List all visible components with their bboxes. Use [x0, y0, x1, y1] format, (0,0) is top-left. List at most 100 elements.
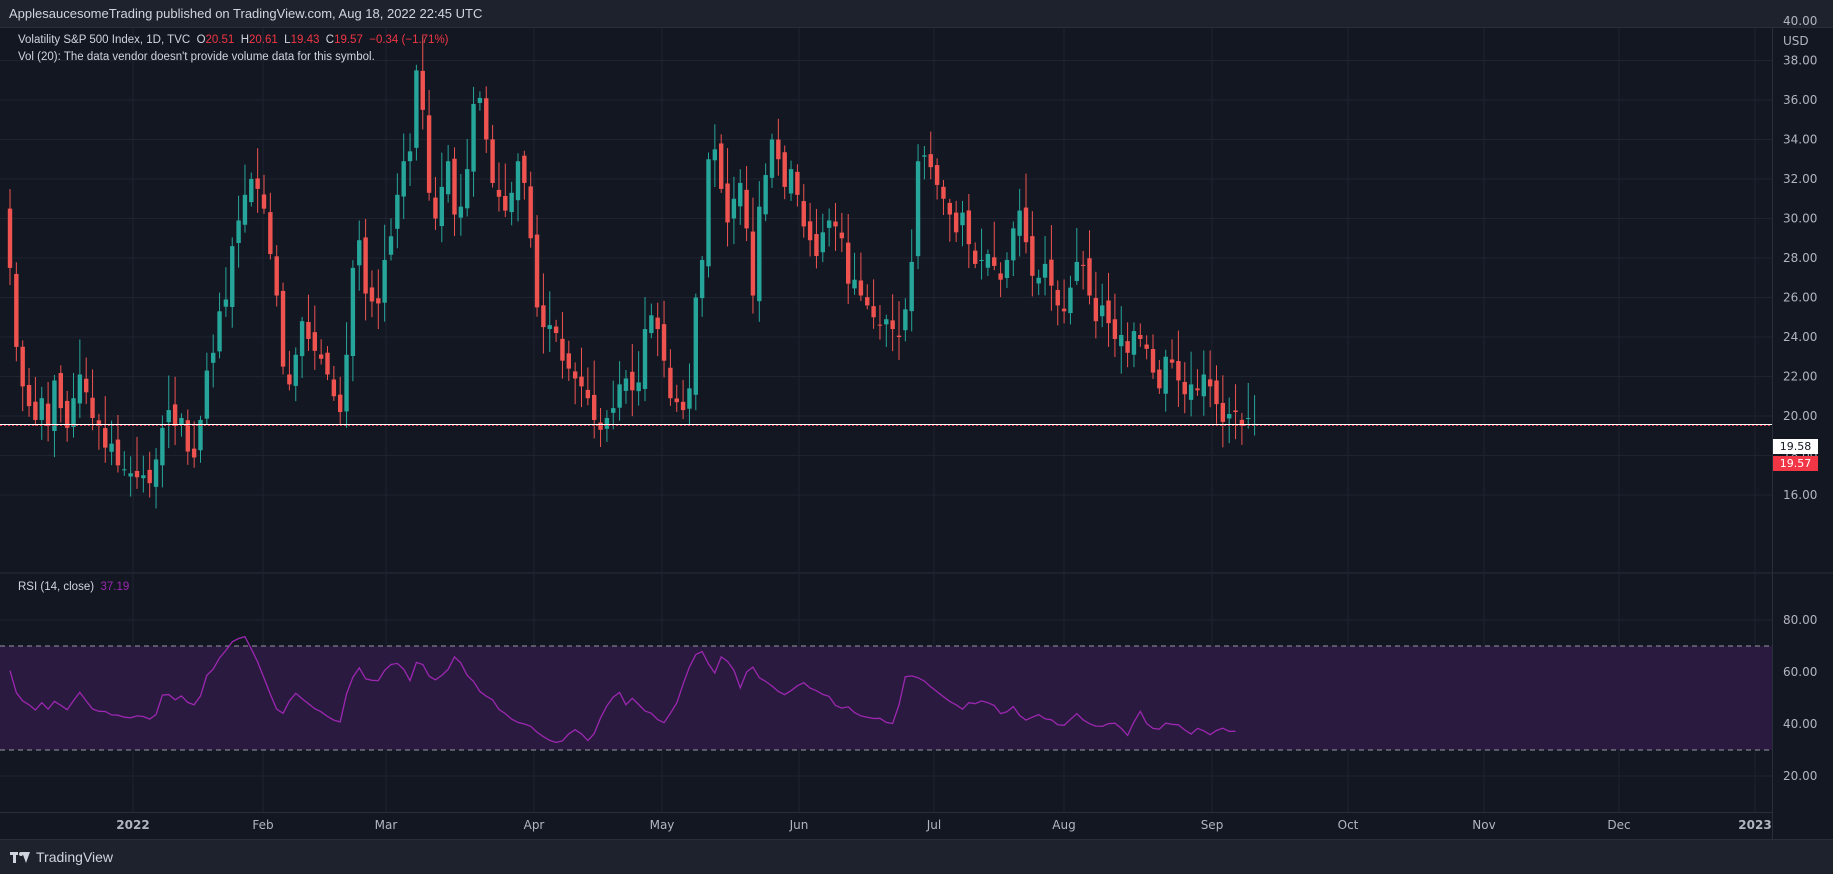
- candle-body: [382, 259, 387, 303]
- candle-body: [344, 354, 349, 412]
- candle-body: [1036, 277, 1041, 284]
- x-tick-label: Sep: [1201, 818, 1224, 832]
- candle-body: [712, 149, 718, 161]
- candle-body: [579, 376, 584, 387]
- candle-body: [445, 161, 451, 195]
- candle-body: [338, 394, 343, 413]
- candle-body: [763, 175, 768, 215]
- candle-body: [1220, 402, 1226, 422]
- candle-body: [1188, 384, 1194, 400]
- candle-body: [985, 254, 991, 268]
- tradingview-brand[interactable]: TradingView: [10, 849, 113, 865]
- candle-body: [1157, 369, 1162, 389]
- candle-body: [1100, 305, 1105, 317]
- candle-body: [680, 401, 686, 411]
- open-label: O: [196, 34, 206, 46]
- candle-body: [928, 154, 933, 168]
- x-tick-label: 2023: [1738, 818, 1771, 832]
- candle-body: [655, 317, 660, 330]
- y-tick-label: 30.00: [1783, 212, 1817, 226]
- candle-body: [141, 475, 146, 479]
- candle-body: [357, 240, 362, 266]
- candle-body: [1119, 335, 1124, 347]
- candle-body: [1055, 289, 1060, 306]
- candle-body: [1246, 417, 1251, 419]
- candle-body: [90, 397, 95, 418]
- candle-body: [1169, 359, 1175, 363]
- candle-body: [852, 279, 857, 289]
- x-tick-label: Mar: [375, 818, 398, 832]
- rsi-tick-label: 20.00: [1783, 769, 1817, 783]
- candle-body: [407, 151, 413, 162]
- high-value: 20.61: [249, 34, 278, 46]
- candle-body: [280, 290, 286, 367]
- candle-body: [1195, 388, 1200, 391]
- candle-body: [776, 139, 781, 160]
- candle-body: [1176, 361, 1181, 381]
- candle-body: [788, 169, 794, 194]
- candle-body: [312, 332, 317, 351]
- candle-body: [103, 428, 108, 448]
- x-tick-label: Apr: [524, 818, 545, 832]
- candle-body: [20, 346, 25, 387]
- rsi-value: 37.19: [100, 581, 130, 593]
- volume-note-text: Vol (20): The data vendor doesn't provid…: [18, 51, 375, 63]
- candle-body: [293, 354, 298, 386]
- candle-body: [1017, 210, 1022, 236]
- x-tick-label: Oct: [1338, 818, 1359, 832]
- candle-body: [109, 443, 114, 452]
- candle-body: [458, 206, 464, 218]
- candle-body: [865, 297, 870, 306]
- candle-body: [706, 159, 711, 267]
- candle-body: [191, 448, 197, 458]
- candle-body: [306, 321, 311, 339]
- candle-body: [274, 256, 279, 296]
- tradingview-logo-icon: [10, 850, 30, 864]
- prev-close-tag: 19.58: [1773, 439, 1818, 454]
- candle-body: [903, 309, 908, 331]
- published-header: ApplesaucesomeTrading published on Tradi…: [0, 0, 1833, 28]
- candle-body: [553, 326, 559, 334]
- candle-body: [922, 155, 927, 157]
- candle-body: [966, 210, 972, 245]
- volume-note: Vol (20): The data vendor doesn't provid…: [18, 51, 375, 63]
- high-label: H: [240, 34, 249, 46]
- candle-body: [64, 400, 70, 428]
- y-tick-label: 40.00: [1783, 14, 1817, 28]
- candle-body: [287, 374, 292, 385]
- candle-body: [1239, 419, 1245, 426]
- candle-body: [509, 192, 514, 213]
- candle-body: [909, 261, 914, 312]
- candle-body: [128, 473, 133, 477]
- candle-body: [820, 232, 825, 253]
- candle-body: [71, 398, 76, 428]
- y-tick-label: 20.00: [1783, 409, 1817, 423]
- x-tick-label: Dec: [1607, 818, 1630, 832]
- candle-body: [757, 206, 762, 302]
- candle-body: [515, 161, 521, 201]
- rsi-tick-label: 40.00: [1783, 717, 1817, 731]
- y-tick-label: 36.00: [1783, 93, 1817, 107]
- candle-body: [1061, 308, 1067, 312]
- candle-body: [153, 459, 159, 487]
- candle-body: [147, 469, 152, 484]
- candle-body: [947, 202, 952, 215]
- brand-name: TradingView: [36, 849, 114, 865]
- candle-body: [604, 417, 610, 429]
- candle-body: [839, 232, 845, 239]
- candle-body: [814, 234, 819, 257]
- candle-body: [39, 398, 44, 420]
- candle-body: [1201, 374, 1206, 397]
- candle-body: [160, 427, 165, 466]
- candle-body: [522, 155, 527, 183]
- candle-body: [871, 306, 876, 318]
- candle-body: [750, 231, 756, 296]
- last-price-tag: 19.57: [1773, 456, 1818, 471]
- candle-body: [636, 382, 641, 392]
- candle-body: [1214, 380, 1219, 405]
- candle-body: [433, 197, 438, 219]
- candle-body: [1042, 263, 1048, 278]
- candle-body: [884, 319, 889, 325]
- candle-body: [1080, 264, 1086, 266]
